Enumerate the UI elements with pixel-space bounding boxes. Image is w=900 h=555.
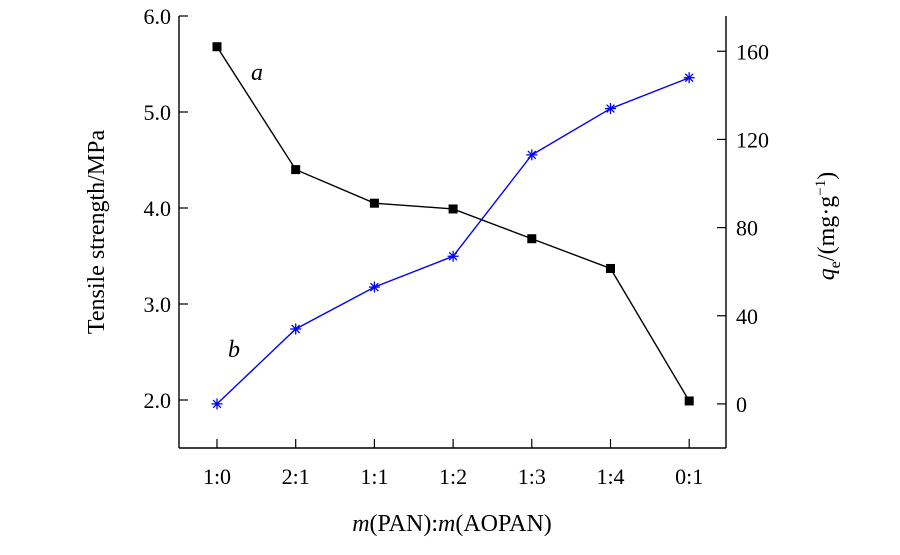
series-a-point [606, 263, 615, 273]
series-b-point [526, 149, 538, 161]
y-left-axis-title: Tensile strength/MPa [84, 130, 110, 335]
series-b-point [290, 323, 302, 335]
y-right-tick-label: 80 [736, 216, 758, 241]
series-b-line [216, 77, 690, 405]
y-right-tick-label: 120 [736, 127, 769, 152]
y-right-tick-label: 40 [736, 304, 758, 329]
y-left-tick-label: 3.0 [144, 292, 172, 317]
series-a-point [448, 204, 458, 214]
x-tick-label: 1:1 [360, 464, 388, 489]
y-left-tick-label: 6.0 [144, 4, 172, 29]
series-a-point [212, 42, 222, 52]
x-tick-label: 1:2 [439, 464, 467, 489]
y-right-tick-label: 0 [736, 392, 747, 417]
x-axis-ticks: 1:0 2:1 1:1 1:2 1:3 1:4 0:1 [203, 439, 703, 489]
right-axis-ticks: 0 40 80 120 160 [717, 39, 769, 417]
x-tick-label: 1:3 [518, 464, 546, 489]
series-a-point [527, 234, 537, 244]
y-left-tick-label: 2.0 [144, 388, 172, 413]
series-b-point [368, 281, 380, 293]
y-left-tick-label: 5.0 [144, 100, 172, 125]
x-tick-label: 2:1 [282, 464, 310, 489]
series-layer [211, 42, 695, 410]
series-b-point [605, 103, 616, 115]
y-right-axis-title: qe/(mg·g−1) [813, 172, 844, 280]
series-b-point [211, 398, 223, 410]
x-tick-label: 1:4 [596, 464, 624, 489]
series-b-label: b [228, 337, 240, 363]
left-axis-ticks: 2.0 3.0 4.0 5.0 6.0 [144, 4, 188, 413]
x-tick-label: 1:0 [203, 464, 231, 489]
x-axis-title: m(PAN):m(AOPAN) [352, 511, 552, 537]
series-a-point [291, 165, 301, 175]
series-a-point [369, 198, 379, 208]
series-a-point [684, 396, 694, 406]
x-tick-label: 0:1 [675, 464, 703, 489]
y-right-tick-label: 160 [736, 39, 769, 64]
y-left-tick-label: 4.0 [144, 196, 172, 221]
series-b [211, 72, 695, 410]
series-a [212, 42, 694, 406]
series-b-point [447, 250, 459, 262]
series-a-line [216, 46, 690, 402]
series-b-point [683, 72, 695, 84]
series-a-label: a [251, 60, 263, 86]
